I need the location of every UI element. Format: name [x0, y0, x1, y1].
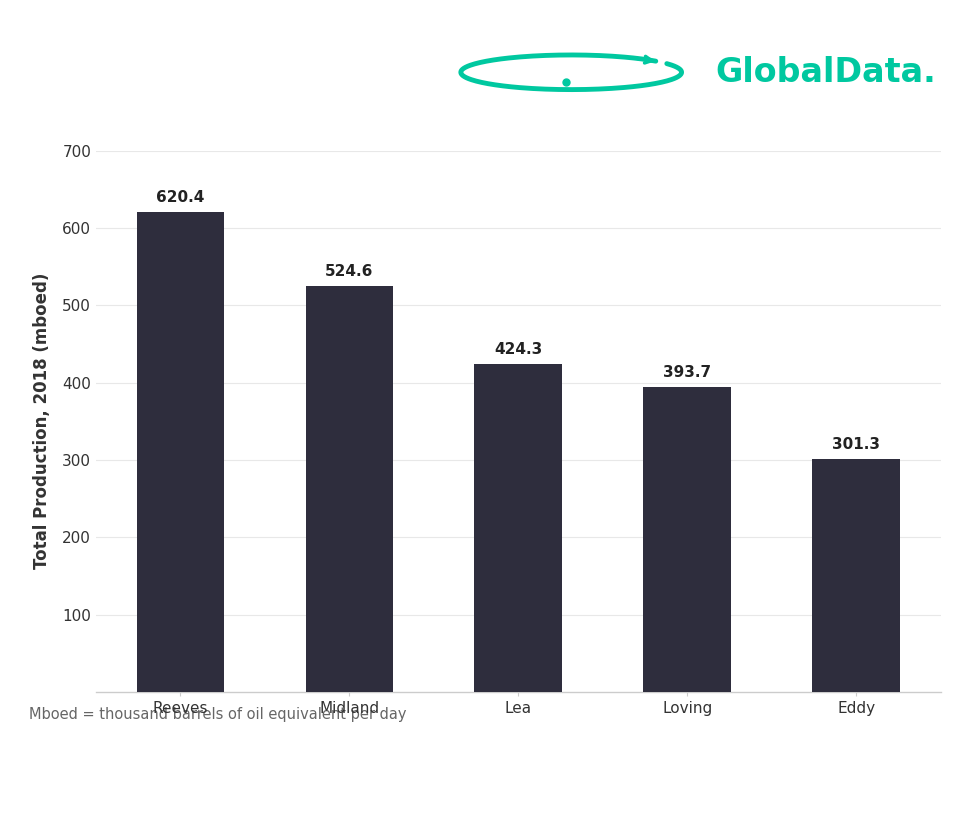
Bar	[305, 287, 394, 692]
Bar	[812, 459, 900, 692]
Text: Source: GlobalData, Oil and Gas Intelligence Center: Source: GlobalData, Oil and Gas Intellig…	[29, 768, 617, 787]
Text: Shale Play, 2018 (mboed): Shale Play, 2018 (mboed)	[29, 112, 369, 135]
Bar	[474, 364, 563, 692]
Text: Total Production Across Major: Total Production Across Major	[29, 30, 427, 54]
Text: GlobalData.: GlobalData.	[715, 56, 936, 89]
Bar	[643, 387, 732, 692]
Text: 424.3: 424.3	[494, 342, 542, 357]
Text: 301.3: 301.3	[832, 437, 880, 452]
Text: Counties in Permian Basin: Counties in Permian Basin	[29, 71, 379, 94]
Text: 524.6: 524.6	[325, 265, 373, 279]
Text: 620.4: 620.4	[156, 190, 204, 205]
Text: Mboed = thousand barrels of oil equivalent per day: Mboed = thousand barrels of oil equivale…	[29, 707, 406, 721]
Bar	[136, 212, 225, 692]
Text: 393.7: 393.7	[663, 365, 711, 380]
Y-axis label: Total Production, 2018 (mboed): Total Production, 2018 (mboed)	[33, 273, 51, 570]
